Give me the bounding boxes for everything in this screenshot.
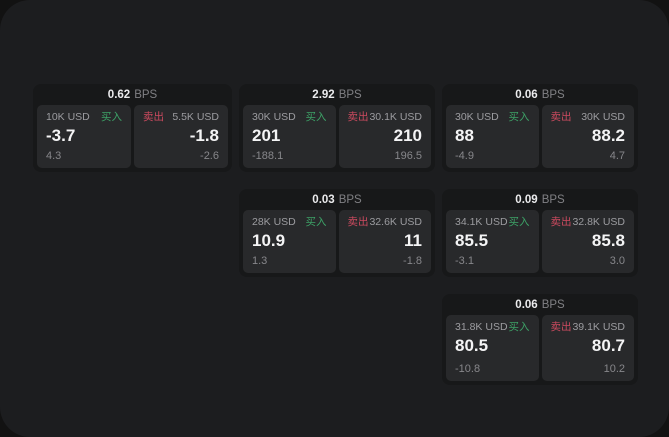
buy-amount: 10K USD [46,111,90,123]
bps-header: 2.92 BPS [243,84,431,105]
sell-panel[interactable]: 卖出 30.1K USD 210 196.5 [338,105,431,168]
sell-amount: 32.8K USD [572,216,625,228]
bps-header: 0.03 BPS [243,189,431,210]
buy-price: 201 [252,125,281,145]
buy-panel[interactable]: 31.8K USD 买入 80.5 -10.8 [446,315,539,381]
sell-panel[interactable]: 卖出 39.1K USD 80.7 10.2 [541,315,634,381]
sell-panel[interactable]: 卖出 32.8K USD 85.8 3.0 [541,210,634,273]
bps-unit-label: BPS [338,193,362,206]
sell-label: 卖出 [143,111,164,123]
quote-card: 0.06 BPS 31.8K USD 买入 80.5 -10.8 卖 [442,294,638,385]
buy-label: 买入 [305,216,327,228]
buy-label: 买入 [305,111,327,123]
quote-card: 0.62 BPS 10K USD 买入 -3.7 4.3 卖出 [33,84,232,172]
sell-price: 88.2 [591,125,625,145]
buy-change: 4.3 [46,150,62,162]
quote-card: 2.92 BPS 30K USD 买入 201 -188.1 卖出 [239,84,435,172]
buy-change: 1.3 [252,255,268,267]
sell-amount: 30K USD [581,111,625,123]
bps-unit-label: BPS [541,298,565,311]
buy-label: 买入 [508,216,530,228]
sell-panel[interactable]: 卖出 30K USD 88.2 4.7 [541,105,634,168]
bps-value: 0.06 [515,298,538,311]
bps-unit-label: BPS [541,88,565,101]
buy-price: 88 [455,125,474,145]
bps-unit-label: BPS [134,88,158,101]
bps-unit-label: BPS [541,193,565,206]
sell-change: 4.7 [609,150,625,162]
buy-amount: 28K USD [252,216,296,228]
sell-label: 卖出 [347,111,369,123]
sell-amount: 39.1K USD [572,321,625,333]
bps-value: 0.62 [107,88,131,101]
buy-panel[interactable]: 10K USD 买入 -3.7 4.3 [37,105,131,168]
buy-label: 买入 [508,321,530,333]
buy-sell-panels: 30K USD 买入 88 -4.9 卖出 30K USD 88.2 4.7 [446,105,634,168]
buy-panel[interactable]: 30K USD 买入 201 -188.1 [243,105,336,168]
sell-amount: 5.5K USD [172,111,219,123]
quote-card: 0.03 BPS 28K USD 买入 10.9 1.3 卖出 [239,189,435,277]
buy-sell-panels: 31.8K USD 买入 80.5 -10.8 卖出 39.1K USD 80.… [446,315,634,381]
bps-header: 0.09 BPS [446,189,634,210]
sell-price: 210 [393,125,422,145]
sell-price: -1.8 [189,125,219,145]
sell-label: 卖出 [347,216,369,228]
sell-amount: 32.6K USD [369,216,422,228]
buy-price: 10.9 [252,230,286,250]
sell-label: 卖出 [550,111,572,123]
buy-amount: 34.1K USD [455,216,508,228]
buy-change: -188.1 [252,150,284,162]
sell-label: 卖出 [550,216,572,228]
sell-change: 3.0 [609,255,625,267]
buy-panel[interactable]: 30K USD 买入 88 -4.9 [446,105,539,168]
buy-amount: 31.8K USD [455,321,508,333]
sell-change: -2.6 [200,150,219,162]
sell-panel[interactable]: 卖出 5.5K USD -1.8 -2.6 [134,105,228,168]
buy-panel[interactable]: 34.1K USD 买入 85.5 -3.1 [446,210,539,273]
quote-cards-grid: 0.62 BPS 10K USD 买入 -3.7 4.3 卖出 [33,84,638,385]
quote-card: 0.09 BPS 34.1K USD 买入 85.5 -3.1 卖出 [442,189,638,277]
buy-amount: 30K USD [252,111,296,123]
bps-header: 0.06 BPS [446,294,634,315]
sell-price: 11 [404,230,422,250]
buy-sell-panels: 10K USD 买入 -3.7 4.3 卖出 5.5K USD -1.8 -2.… [37,105,228,168]
buy-price: 85.5 [455,230,489,250]
sell-amount: 30.1K USD [369,111,422,123]
bps-value: 0.09 [515,193,538,206]
bps-value: 0.03 [312,193,335,206]
buy-change: -3.1 [455,255,474,267]
sell-change: 196.5 [394,150,422,162]
buy-sell-panels: 30K USD 买入 201 -188.1 卖出 30.1K USD 210 1… [243,105,431,168]
bps-header: 0.62 BPS [37,84,228,105]
buy-price: 80.5 [455,335,489,355]
bps-value: 2.92 [312,88,335,101]
bps-unit-label: BPS [338,88,362,101]
buy-panel[interactable]: 28K USD 买入 10.9 1.3 [243,210,336,273]
buy-sell-panels: 28K USD 买入 10.9 1.3 卖出 32.6K USD 11 -1.8 [243,210,431,273]
buy-label: 买入 [101,111,122,123]
buy-change: -4.9 [455,150,474,162]
bps-header: 0.06 BPS [446,84,634,105]
sell-price: 80.7 [591,335,625,355]
sell-change: 10.2 [603,363,625,375]
sell-label: 卖出 [550,321,572,333]
buy-amount: 30K USD [455,111,499,123]
sell-change: -1.8 [403,255,422,267]
sell-panel[interactable]: 卖出 32.6K USD 11 -1.8 [338,210,431,273]
buy-change: -10.8 [455,363,481,375]
buy-sell-panels: 34.1K USD 买入 85.5 -3.1 卖出 32.8K USD 85.8… [446,210,634,273]
bps-value: 0.06 [515,88,538,101]
quote-card: 0.06 BPS 30K USD 买入 88 -4.9 卖出 [442,84,638,172]
buy-label: 买入 [508,111,530,123]
sell-price: 85.8 [591,230,625,250]
buy-price: -3.7 [46,125,76,145]
